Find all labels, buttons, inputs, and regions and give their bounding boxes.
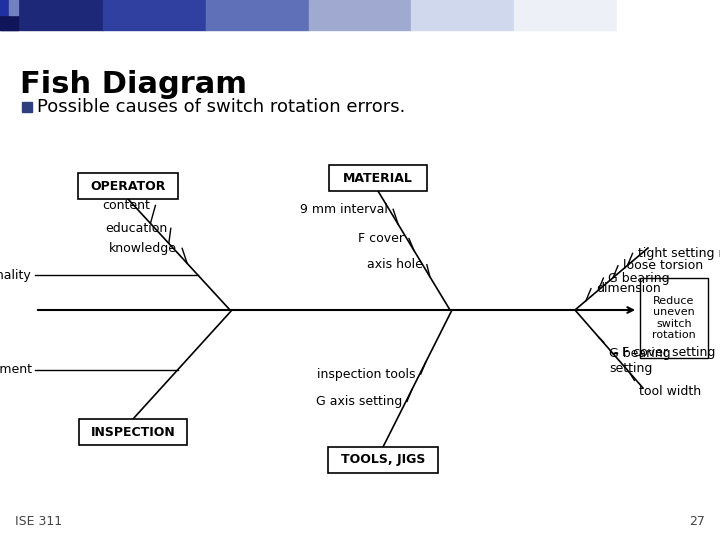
- Bar: [0, 0, 9, 15]
- Text: loose torsion: loose torsion: [623, 259, 703, 272]
- Text: axis hole: axis hole: [367, 258, 423, 271]
- Bar: [79, 419, 187, 445]
- Bar: [78, 173, 178, 199]
- Bar: [9, 0, 18, 15]
- Text: INSPECTION: INSPECTION: [91, 426, 176, 438]
- Text: MATERIAL: MATERIAL: [343, 172, 413, 185]
- Text: content: content: [102, 199, 150, 212]
- Text: Reduce
uneven
switch
rotation: Reduce uneven switch rotation: [652, 295, 696, 340]
- Text: inspection tools: inspection tools: [318, 368, 415, 381]
- Text: F cover setting: F cover setting: [622, 346, 716, 360]
- Text: tight setting nut: tight setting nut: [638, 247, 720, 260]
- Text: 27: 27: [689, 515, 705, 528]
- Text: judgment: judgment: [0, 363, 32, 376]
- Text: OPERATOR: OPERATOR: [90, 179, 166, 192]
- Text: G bearing: G bearing: [608, 272, 670, 285]
- Text: education: education: [106, 222, 168, 235]
- Text: G axis setting: G axis setting: [316, 395, 402, 408]
- Text: 9 mm interval: 9 mm interval: [300, 203, 388, 216]
- Text: Fish Diagram: Fish Diagram: [20, 70, 247, 99]
- Bar: [22, 102, 32, 112]
- Bar: [328, 447, 438, 473]
- Text: tool width: tool width: [639, 386, 701, 399]
- Bar: [640, 278, 708, 358]
- Text: knowledge: knowledge: [109, 242, 177, 255]
- Text: TOOLS, JIGS: TOOLS, JIGS: [341, 454, 426, 467]
- Text: G bearing
setting: G bearing setting: [609, 347, 670, 375]
- Bar: [0, 0, 18, 30]
- Text: ISE 311: ISE 311: [15, 515, 62, 528]
- Bar: [329, 165, 427, 191]
- Text: F cover: F cover: [358, 232, 404, 245]
- Text: personality: personality: [0, 268, 32, 281]
- Text: Possible causes of switch rotation errors.: Possible causes of switch rotation error…: [37, 98, 405, 116]
- Text: dimension: dimension: [596, 282, 661, 295]
